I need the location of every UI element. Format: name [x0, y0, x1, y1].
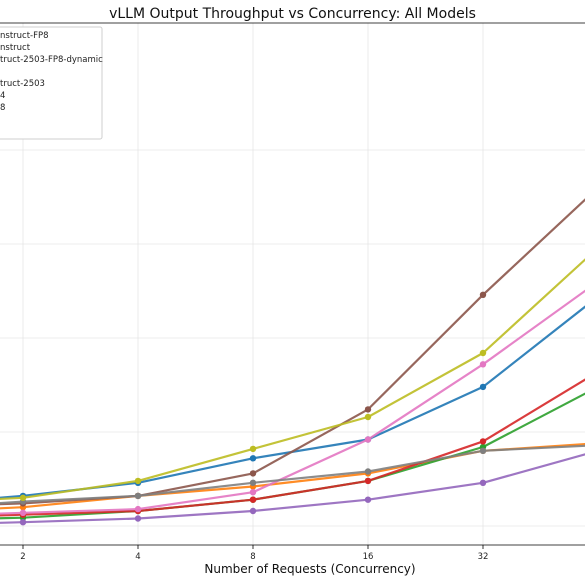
data-point — [364, 468, 372, 475]
series-line — [0, 198, 585, 506]
data-point — [249, 496, 257, 503]
data-point — [19, 519, 27, 526]
series-3 — [0, 392, 585, 521]
data-point — [479, 438, 487, 445]
legend-entry: nstruct-FP8 — [0, 31, 49, 41]
data-point — [134, 515, 142, 522]
legend: nstruct-FP8 nstruct truct-2503-FP8-dynamic… — [0, 26, 103, 140]
series-5 — [0, 453, 585, 526]
x-tick-label: 16 — [363, 552, 374, 562]
data-point — [479, 447, 487, 454]
data-point — [364, 436, 372, 443]
data-point — [134, 477, 142, 485]
series-line — [0, 378, 585, 517]
x-axis-label: Number of Requests (Concurrency) — [204, 562, 416, 576]
series-7 — [0, 289, 585, 516]
x-tick-label: 32 — [478, 552, 489, 562]
data-point — [249, 455, 257, 462]
data-point — [364, 406, 372, 413]
data-point — [249, 445, 257, 453]
legend-entry: truct-2503 — [0, 79, 45, 89]
data-point — [479, 383, 487, 391]
legend-box — [0, 26, 103, 140]
data-point — [19, 509, 27, 516]
data-point — [249, 479, 257, 486]
legend-entry: nstruct — [0, 43, 31, 53]
data-point — [479, 349, 487, 357]
data-point — [364, 477, 372, 485]
legend-entry: truct-2503-FP8-dynamic — [0, 55, 103, 65]
data-point — [479, 479, 487, 486]
x-tick-label: 8 — [250, 552, 255, 562]
data-point — [134, 492, 142, 500]
data-point — [364, 413, 372, 421]
data-point — [19, 494, 27, 501]
data-point — [134, 505, 142, 513]
data-point — [249, 507, 257, 515]
legend-entry: 8 — [0, 103, 5, 113]
x-tick-label: 4 — [135, 552, 140, 562]
x-axis-ticks: 2 4 8 16 32 — [20, 545, 488, 562]
x-tick-label: 2 — [20, 552, 25, 562]
data-point — [479, 291, 487, 298]
series-6 — [0, 198, 585, 507]
data-point — [249, 470, 257, 477]
series-9 — [0, 258, 585, 501]
data-point — [364, 496, 372, 503]
legend-entry: 4 — [0, 91, 5, 101]
series-lines — [0, 198, 585, 526]
data-point — [479, 361, 487, 368]
chart-title: vLLM Output Throughput vs Concurrency: A… — [109, 6, 476, 22]
data-point — [249, 489, 257, 496]
series-1 — [0, 305, 585, 500]
